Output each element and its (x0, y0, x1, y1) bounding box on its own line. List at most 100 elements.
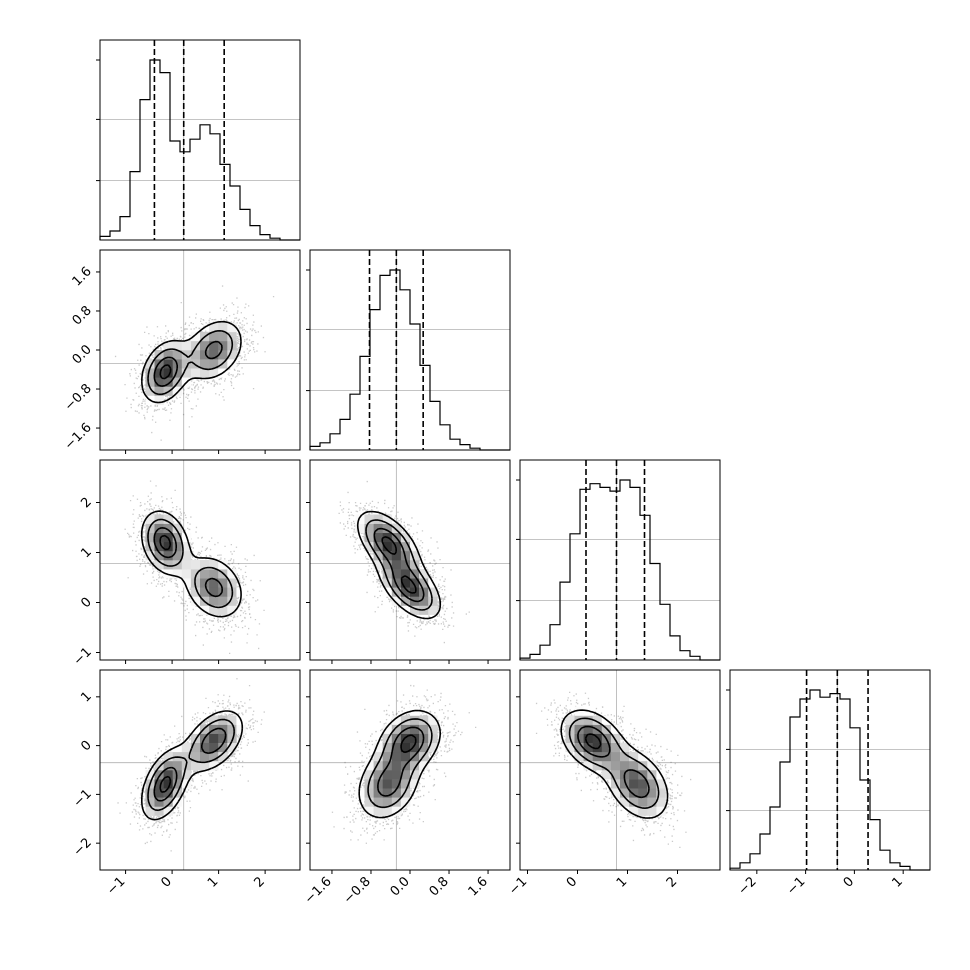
density-cell (382, 523, 393, 533)
density-cell (209, 596, 219, 606)
density-cell (145, 550, 155, 561)
ytick-label-1-4: 1.6 (70, 264, 95, 289)
density-cell (227, 733, 237, 743)
density-cell (410, 569, 420, 579)
ytick-label-1-0: −1.6 (62, 420, 95, 453)
density-cell (391, 724, 402, 734)
density-cell (583, 742, 593, 753)
density-cell (565, 715, 575, 725)
density-cell (190, 359, 201, 369)
density-cell (209, 578, 219, 588)
contour-line-2 (147, 330, 234, 396)
density-cell (391, 541, 402, 552)
density-cell (209, 751, 219, 762)
density-cell (190, 340, 201, 351)
density-cell (574, 706, 584, 716)
contour-line-3 (560, 709, 669, 819)
density-cell (583, 751, 593, 762)
panel-content (310, 670, 510, 870)
density-cell (391, 806, 402, 816)
density-cell (209, 742, 219, 753)
density-cell (181, 779, 192, 789)
density-cell (373, 806, 383, 816)
density-cell (400, 587, 411, 597)
density-cell (656, 779, 666, 789)
xtick-label-0-1: 0 (158, 874, 174, 890)
density-cell (172, 779, 183, 789)
density-cell (419, 760, 429, 771)
density-cell (227, 605, 237, 615)
density-cell (172, 742, 183, 753)
hist-frame-3 (729, 669, 931, 871)
density-cell (428, 724, 438, 734)
scatter-panel-3-0: −2 −1 0 1 (71, 670, 300, 874)
density-cell (172, 368, 183, 378)
density-cell (391, 569, 402, 579)
hist-panel-0 (96, 40, 300, 241)
density-cell (364, 514, 374, 524)
density-cell (227, 350, 237, 360)
density-cell (163, 541, 173, 552)
density-cell (218, 742, 228, 753)
density-cell (209, 331, 219, 342)
density-cell (145, 806, 155, 816)
density-cell (163, 523, 173, 533)
density-cell (227, 578, 237, 588)
density-cell (218, 350, 228, 360)
contour-line-1 (373, 527, 425, 603)
density-cell (428, 587, 438, 597)
density-cell (209, 359, 219, 369)
scatter-frame-3-0 (99, 669, 301, 871)
density-cell (200, 340, 210, 351)
density-cell (364, 523, 374, 533)
density-cell (154, 541, 164, 552)
density-cell (601, 770, 612, 780)
contour-line-0 (159, 364, 172, 380)
contour-line-2 (367, 718, 433, 809)
density-cell (400, 578, 411, 588)
density-cell (592, 742, 603, 753)
density-cell (218, 578, 228, 588)
hist-panel-3 (726, 670, 930, 871)
density-cell (382, 742, 393, 753)
xtick-label-2-0: −1 (506, 874, 530, 898)
density-cell (181, 340, 192, 351)
density-cell (209, 605, 219, 615)
density-cell (145, 788, 155, 798)
density-cell (610, 733, 621, 743)
density-cell (382, 514, 393, 524)
xtick-label-1-0: −1.6 (302, 874, 335, 907)
density-cell (629, 797, 639, 807)
density-cell (209, 322, 219, 333)
density-cell (382, 779, 393, 789)
contour-line-3 (141, 320, 242, 404)
density-cell (419, 742, 429, 753)
contour-line-0 (381, 536, 417, 594)
density-cell (382, 541, 393, 552)
density-cell (382, 788, 393, 798)
density-cell (181, 368, 192, 378)
contour-line-0 (400, 734, 417, 754)
density-cell (181, 550, 192, 561)
density-cell (610, 770, 621, 780)
density-cell (391, 560, 402, 570)
density-cell (163, 779, 173, 789)
density-cell (209, 340, 219, 351)
density-cell (382, 733, 393, 743)
density-cell (200, 605, 210, 615)
density-cell (419, 569, 429, 579)
density-cell (145, 377, 155, 387)
histogram-line-1 (309, 269, 510, 451)
density-cell (391, 779, 402, 789)
xtick-label-1-3: 0.8 (427, 874, 452, 899)
density-cell (601, 742, 612, 753)
contour-line-3 (358, 709, 441, 819)
ytick-label-2-0: −1 (71, 645, 95, 669)
density-cell (400, 751, 411, 762)
density-cell (373, 514, 383, 524)
density-cell (172, 350, 183, 360)
density-cell (163, 770, 173, 780)
density-cell (181, 770, 192, 780)
density-cell (145, 797, 155, 807)
density-cell (382, 569, 393, 579)
